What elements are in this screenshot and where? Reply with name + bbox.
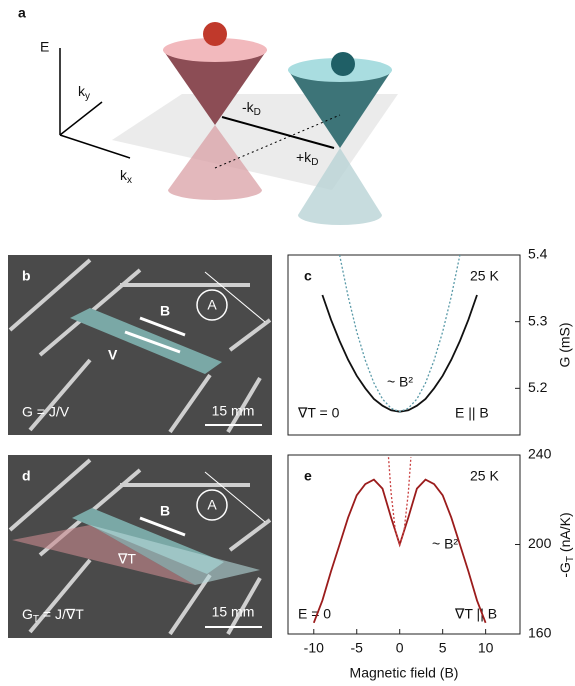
formula: G = J/V: [22, 404, 70, 420]
y-tick-label: 200: [528, 535, 552, 551]
y-tick-label: 5.3: [528, 312, 548, 328]
meter-label: A: [207, 497, 217, 513]
scale-label: 15 mm: [212, 403, 255, 419]
y-tick-label: 160: [528, 625, 552, 641]
panel-d: d B ∇T A GT = J/∇T 15 mm: [8, 455, 272, 638]
figure: a E ky kx -kD +kD b B V A G = J/V 15: [0, 0, 575, 686]
field-label: B: [160, 503, 170, 519]
x-tick-label: 0: [396, 640, 404, 656]
axis: [60, 102, 102, 135]
label: G: [22, 606, 33, 622]
label: -G: [557, 562, 573, 578]
axis-label: kx: [120, 167, 132, 186]
annotation: E || B: [455, 405, 489, 421]
axis-label: E: [40, 39, 49, 55]
label-sub: D: [311, 157, 318, 168]
x-tick-label: 5: [439, 640, 447, 656]
spin: [331, 52, 355, 76]
label-sub: y: [85, 91, 90, 102]
y-tick-label: 5.4: [528, 246, 548, 262]
label: +k: [296, 149, 312, 165]
x-axis-label: Magnetic field (B): [350, 665, 459, 681]
annotation: ∇T || B: [454, 606, 497, 622]
annotation: 25 K: [470, 468, 499, 484]
annotation: ~ B²: [432, 536, 458, 552]
scale-label: 15 mm: [212, 604, 255, 620]
panel-letter: d: [22, 468, 31, 484]
x-tick-label: -5: [351, 640, 364, 656]
field-label: B: [160, 303, 170, 319]
panel-b: b B V A G = J/V 15 mm: [8, 255, 272, 435]
label: = J/∇T: [39, 606, 84, 622]
annotation: ∇T = 0: [297, 405, 340, 421]
voltage-label: V: [108, 347, 118, 363]
meter-label: A: [207, 297, 217, 313]
spin: [203, 22, 227, 46]
panel-letter: b: [22, 268, 31, 284]
data-line: [314, 480, 486, 623]
data-line: [322, 295, 477, 412]
axis-label: ky: [78, 83, 90, 102]
label-sub: D: [254, 107, 261, 118]
y-axis-label: G (mS): [557, 322, 573, 367]
y-tick-label: 240: [528, 446, 552, 462]
data-line: [389, 457, 411, 544]
x-tick-label: -10: [304, 640, 324, 656]
panel-letter: c: [304, 268, 312, 284]
y-tick-label: 5.2: [528, 379, 548, 395]
panel-letter: a: [18, 5, 26, 21]
label: (nA/K): [557, 512, 573, 556]
panel-letter: e: [304, 468, 312, 484]
y-axis-label: -GT (nA/K): [557, 512, 575, 577]
x-tick-label: 10: [478, 640, 494, 656]
label-sub: x: [127, 175, 132, 186]
annotation: ~ B²: [387, 374, 413, 390]
annotation: 25 K: [470, 268, 499, 284]
gradient-label: ∇T: [117, 551, 136, 567]
panel-a: a E ky kx -kD +kD: [18, 5, 398, 225]
